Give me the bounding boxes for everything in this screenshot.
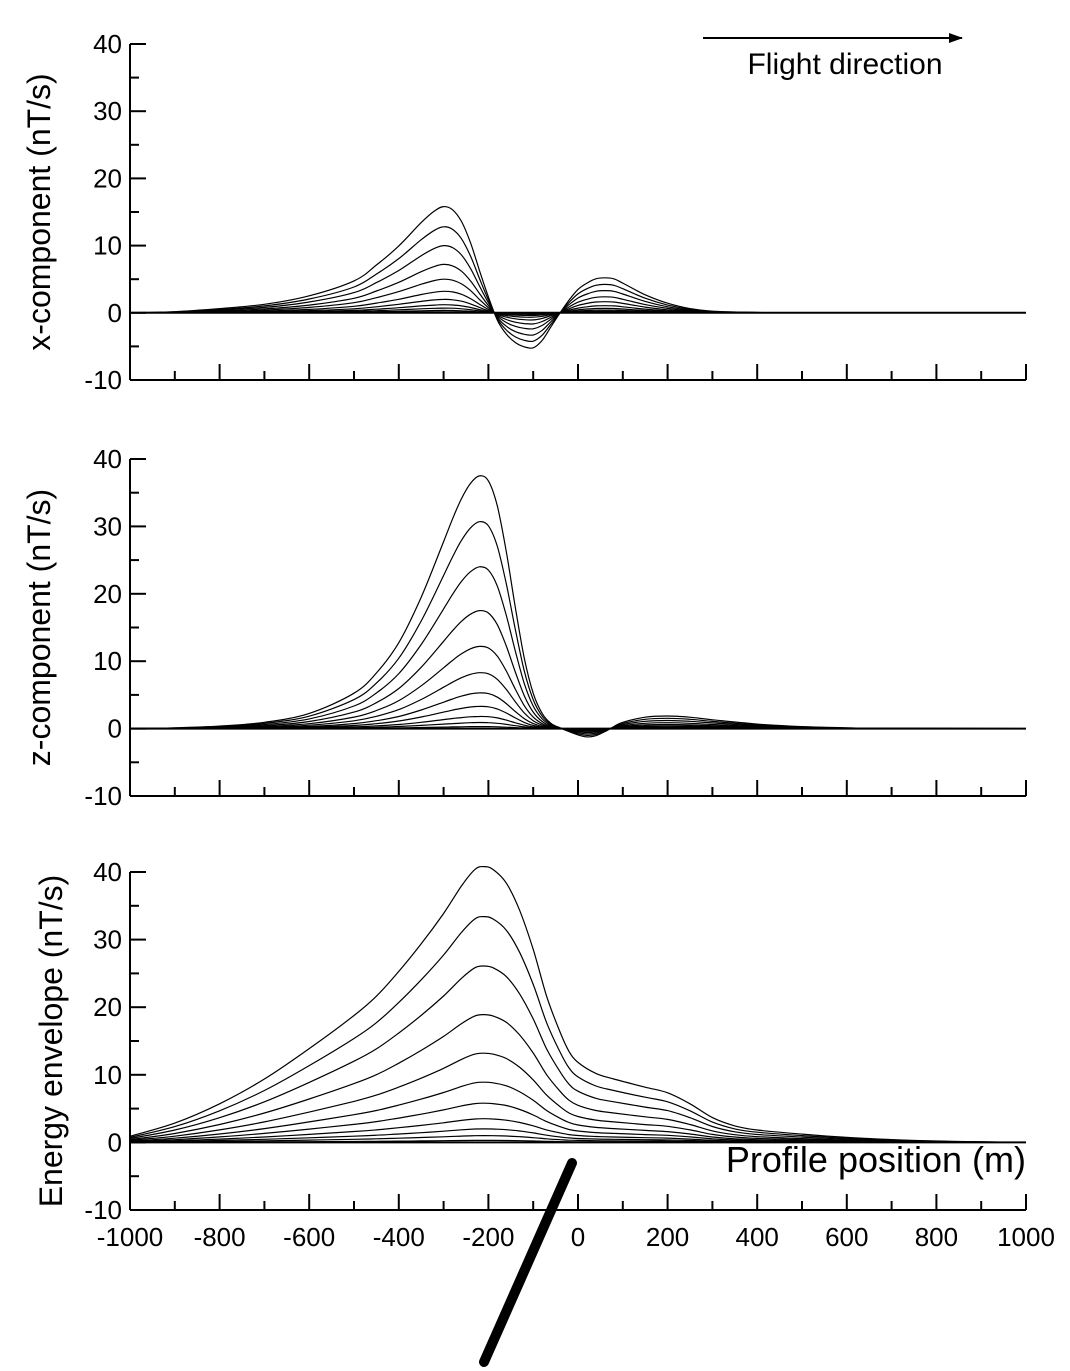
x-component-y-tick-label: 40 <box>93 29 122 59</box>
z-component-y-tick-label: 0 <box>108 714 122 744</box>
energy-envelope-curve-6 <box>129 1081 1027 1143</box>
x-component-curve-6 <box>129 290 1026 321</box>
z-component-curve-1 <box>129 475 1027 738</box>
energy-envelope-x-tick-label: 400 <box>736 1222 779 1252</box>
x-component-curve-4 <box>129 263 1026 330</box>
energy-envelope-y-tick-label: 30 <box>93 925 122 955</box>
energy-envelope-x-tick-label: 600 <box>825 1222 868 1252</box>
z-component-curve-6 <box>129 672 1027 732</box>
x-component-curve-3 <box>129 244 1026 336</box>
x-component-curve-1 <box>129 205 1027 349</box>
energy-envelope-x-tick-label: -800 <box>194 1222 246 1252</box>
x-component-y-tick-label: 30 <box>93 96 122 126</box>
x-component-curve-5 <box>129 278 1026 325</box>
z-component-curve-5 <box>129 645 1027 732</box>
x-component-curve-2 <box>129 226 1026 343</box>
energy-envelope-y-tick-label: -10 <box>84 1195 122 1225</box>
z-component-y-axis-title: z-component (nT/s) <box>21 489 57 766</box>
z-component-y-tick-label: 10 <box>93 646 122 676</box>
energy-envelope-y-tick-label: 10 <box>93 1060 122 1090</box>
energy-envelope-x-tick-label: -400 <box>373 1222 425 1252</box>
x-component-y-tick-label: 10 <box>93 231 122 261</box>
x-component-y-axis-title: x-component (nT/s) <box>21 73 57 350</box>
z-component-curve-3 <box>129 566 1027 735</box>
z-component-panel: -10 0 10 20 30 40 z-component (nT/s) <box>21 444 1027 811</box>
z-component-y-tick-label: 20 <box>93 579 122 609</box>
energy-envelope-curve-3 <box>129 965 1027 1143</box>
energy-envelope-y-axis-title: Energy envelope (nT/s) <box>33 875 69 1208</box>
energy-envelope-x-tick-label: 1000 <box>997 1222 1055 1252</box>
z-component-curve-4 <box>129 609 1027 734</box>
x-component-y-tick-label: 0 <box>108 298 122 328</box>
z-component-curve-11 <box>129 725 1026 730</box>
energy-envelope-x-tick-label: 200 <box>646 1222 689 1252</box>
x-component-curve-11 <box>130 311 1026 314</box>
energy-envelope-panel: -10 0 10 20 30 40 -1000 -800 -600 -400 -200 0 200 400… <box>33 857 1055 1252</box>
z-component-y-tick-label: 40 <box>93 444 122 474</box>
z-component-y-tick-label: -10 <box>84 781 122 811</box>
energy-envelope-x-tick-label: -600 <box>283 1222 335 1252</box>
energy-envelope-curve-1 <box>129 865 1027 1143</box>
energy-envelope-curve-5 <box>129 1052 1027 1143</box>
energy-envelope-y-tick-label: 20 <box>93 992 122 1022</box>
x-component-y-tick-label: -10 <box>84 365 122 395</box>
energy-envelope-curve-4 <box>129 1013 1027 1143</box>
energy-envelope-x-tick-label: -1000 <box>97 1222 164 1252</box>
flight-direction-label: Flight direction <box>747 48 942 81</box>
x-component-curve-7 <box>129 298 1026 318</box>
z-component-y-tick-label: 30 <box>93 511 122 541</box>
x-component-panel: -10 0 10 20 30 40 x-component (nT/s) <box>21 29 1027 395</box>
energy-envelope-x-tick-label: 800 <box>915 1222 958 1252</box>
energy-envelope-y-tick-label: 0 <box>108 1127 122 1157</box>
energy-envelope-x-axis-title: Profile position (m) <box>726 1139 1026 1180</box>
energy-envelope-curve-2 <box>129 915 1027 1143</box>
energy-envelope-x-tick-label: -200 <box>462 1222 514 1252</box>
energy-envelope-curve-7 <box>129 1102 1027 1143</box>
conductor-sketch <box>479 1158 577 1367</box>
energy-envelope-curve-11 <box>129 1139 1026 1143</box>
energy-envelope-x-tick-label: 0 <box>571 1222 585 1252</box>
z-component-curve-2 <box>129 520 1027 737</box>
x-component-y-tick-label: 20 <box>93 163 122 193</box>
energy-envelope-y-tick-label: 40 <box>93 857 122 887</box>
